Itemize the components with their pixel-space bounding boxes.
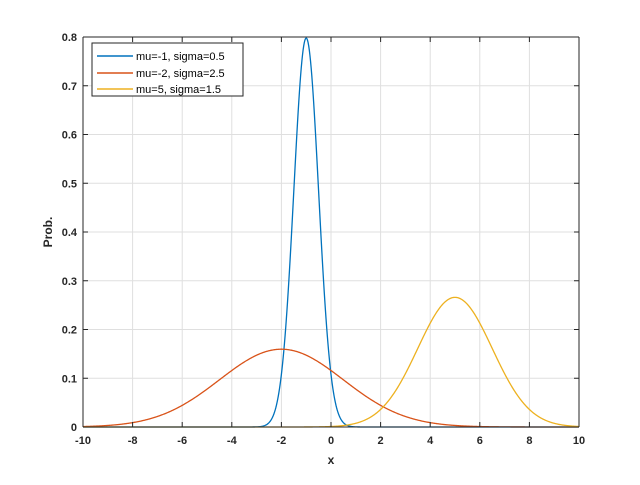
y-tick-label: 0.1 xyxy=(62,373,77,385)
y-tick-label: 0.7 xyxy=(62,81,77,93)
x-tick-label: 2 xyxy=(378,435,384,447)
y-tick-label: 0.4 xyxy=(62,227,78,239)
legend-item: mu=5, sigma=1.5 xyxy=(97,84,221,96)
y-tick-label: 0.5 xyxy=(62,178,77,190)
x-tick-label: -6 xyxy=(177,435,187,447)
y-tick-label: 0.6 xyxy=(62,130,77,142)
y-tick-label: 0.8 xyxy=(62,32,77,44)
legend: mu=-1, sigma=0.5 mu=-2, sigma=2.5 mu=5, … xyxy=(91,42,244,97)
legend-item: mu=-2, sigma=2.5 xyxy=(97,68,225,80)
x-tick-label: 10 xyxy=(573,435,585,447)
y-tick-label: 0.3 xyxy=(62,276,77,288)
x-tick-label: 8 xyxy=(526,435,532,447)
y-tick-label: 0.2 xyxy=(62,325,77,337)
x-tick-label: -4 xyxy=(227,435,238,447)
x-tick-label: 4 xyxy=(427,435,434,447)
x-tick-label: -10 xyxy=(75,435,91,447)
x-axis-label: x xyxy=(328,453,335,467)
x-tick-label: -2 xyxy=(277,435,287,447)
x-axis-ticks: -10 -8 -6 -4 -2 0 2 4 6 8 10 xyxy=(75,37,585,447)
x-tick-label: 6 xyxy=(477,435,483,447)
legend-item: mu=-1, sigma=0.5 xyxy=(97,51,225,63)
x-tick-label: 0 xyxy=(328,435,334,447)
legend-label: mu=-1, sigma=0.5 xyxy=(136,51,225,63)
x-tick-label: -8 xyxy=(128,435,138,447)
legend-label: mu=-2, sigma=2.5 xyxy=(136,68,225,80)
y-tick-label: 0 xyxy=(71,422,77,434)
y-axis-ticks: 0 0.1 0.2 0.3 0.4 0.5 0.6 0.7 0.8 xyxy=(62,32,579,434)
legend-box xyxy=(91,42,244,97)
y-axis-label: Prob. xyxy=(41,217,55,248)
legend-label: mu=5, sigma=1.5 xyxy=(136,84,221,96)
